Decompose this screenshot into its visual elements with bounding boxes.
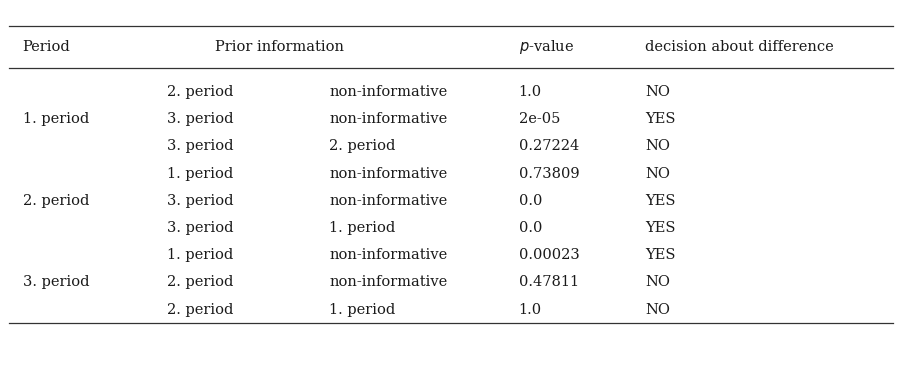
Text: 2. period: 2. period xyxy=(167,276,234,289)
Text: 1. period: 1. period xyxy=(167,248,233,262)
Text: YES: YES xyxy=(645,194,676,208)
Text: 0.73809: 0.73809 xyxy=(519,167,579,181)
Text: non-informative: non-informative xyxy=(329,248,447,262)
Text: 2. period: 2. period xyxy=(23,194,89,208)
Text: 2. period: 2. period xyxy=(329,139,396,153)
Text: NO: NO xyxy=(645,85,670,99)
Text: 3. period: 3. period xyxy=(167,139,234,153)
Text: 0.00023: 0.00023 xyxy=(519,248,579,262)
Text: NO: NO xyxy=(645,276,670,289)
Text: 3. period: 3. period xyxy=(167,112,234,126)
Text: 0.0: 0.0 xyxy=(519,221,542,235)
Text: Prior information: Prior information xyxy=(215,39,345,54)
Text: Period: Period xyxy=(23,39,70,54)
Text: YES: YES xyxy=(645,248,676,262)
Text: 0.0: 0.0 xyxy=(519,194,542,208)
Text: 1.0: 1.0 xyxy=(519,85,542,99)
Text: 2. period: 2. period xyxy=(167,303,234,316)
Text: 1. period: 1. period xyxy=(167,167,233,181)
Text: non-informative: non-informative xyxy=(329,85,447,99)
Text: non-informative: non-informative xyxy=(329,112,447,126)
Text: 3. period: 3. period xyxy=(167,221,234,235)
Text: 2. period: 2. period xyxy=(167,85,234,99)
Text: non-informative: non-informative xyxy=(329,167,447,181)
Text: 3. period: 3. period xyxy=(167,194,234,208)
Text: YES: YES xyxy=(645,221,676,235)
Text: decision about difference: decision about difference xyxy=(645,39,833,54)
Text: 0.47811: 0.47811 xyxy=(519,276,579,289)
Text: NO: NO xyxy=(645,167,670,181)
Text: 3. period: 3. period xyxy=(23,276,89,289)
Text: 1. period: 1. period xyxy=(329,303,395,316)
Text: non-informative: non-informative xyxy=(329,276,447,289)
Text: YES: YES xyxy=(645,112,676,126)
Text: 0.27224: 0.27224 xyxy=(519,139,579,153)
Text: non-informative: non-informative xyxy=(329,194,447,208)
Text: NO: NO xyxy=(645,303,670,316)
Text: 1.0: 1.0 xyxy=(519,303,542,316)
Text: NO: NO xyxy=(645,139,670,153)
Text: 1. period: 1. period xyxy=(329,221,395,235)
Text: 1. period: 1. period xyxy=(23,112,88,126)
Text: 2e-05: 2e-05 xyxy=(519,112,560,126)
Text: $p$-value: $p$-value xyxy=(519,38,574,55)
